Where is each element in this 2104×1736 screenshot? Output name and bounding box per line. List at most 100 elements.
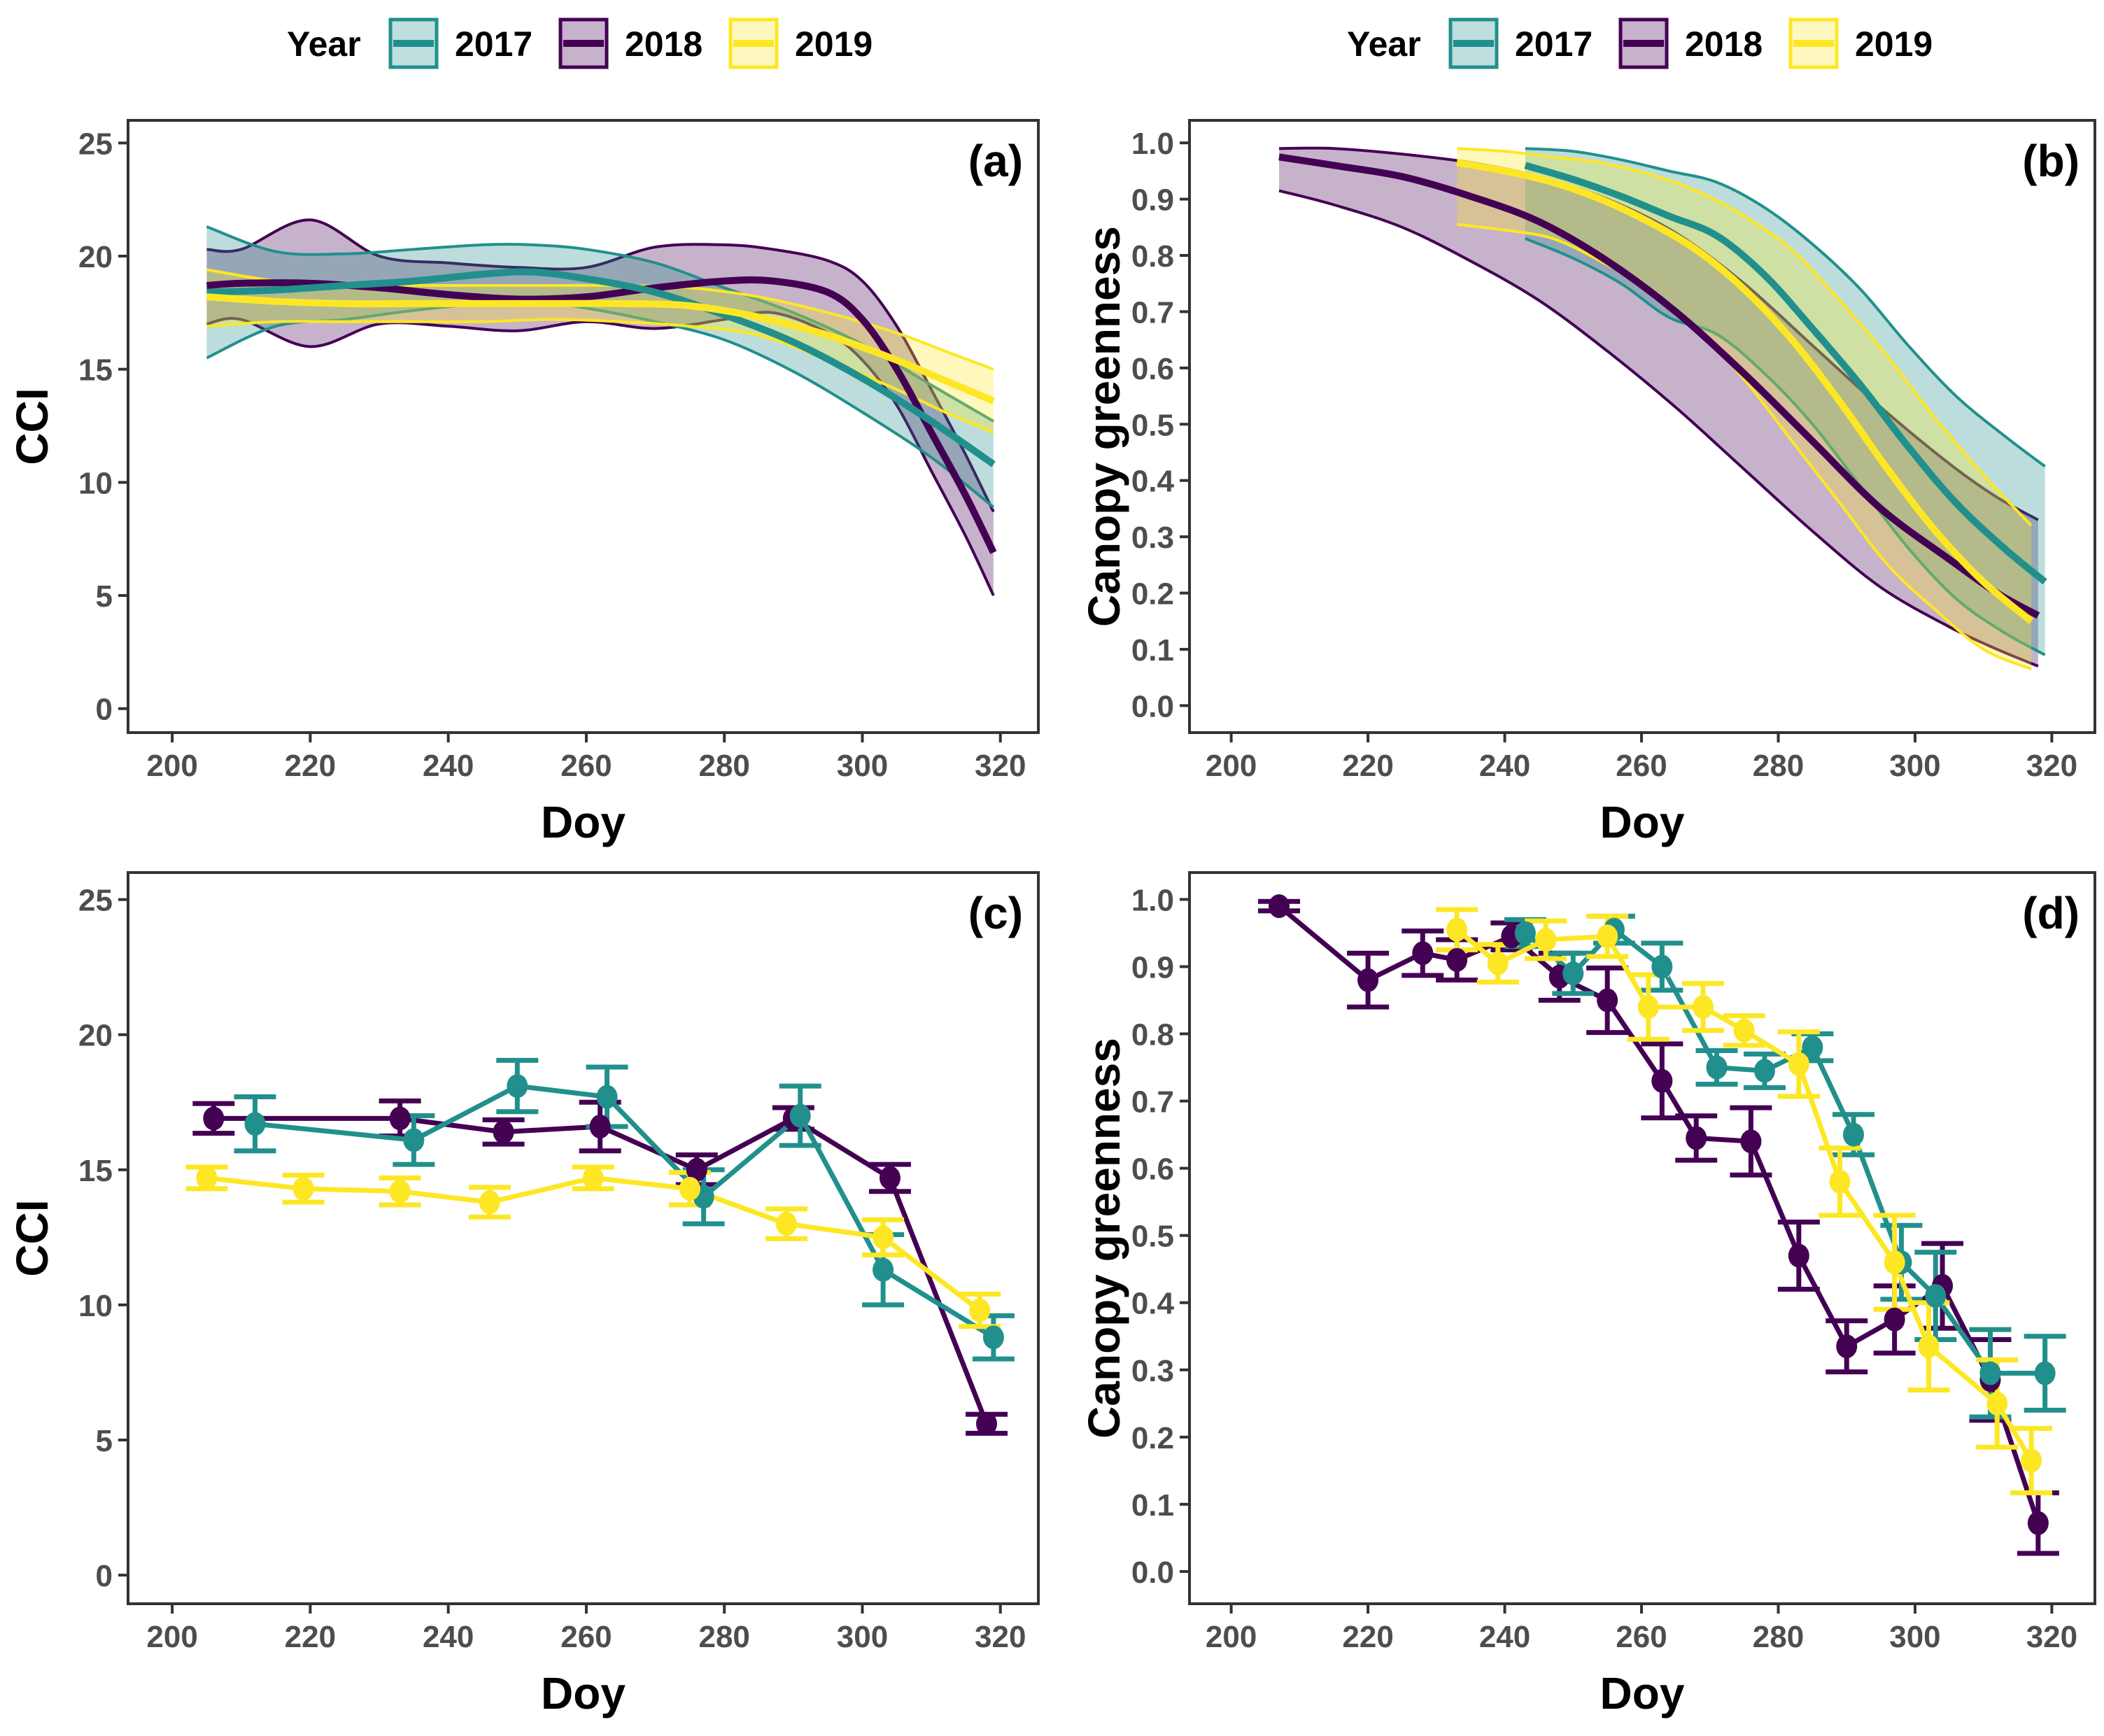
y-tick-label: 0.0 xyxy=(1131,1555,1174,1590)
data-point-2019 xyxy=(1884,1250,1905,1275)
band-upper-2019 xyxy=(1457,147,2033,527)
y-tick-label: 0.3 xyxy=(1131,1354,1174,1388)
legend-top-right: Year 2017 2018 2019 xyxy=(1347,17,1933,69)
y-tick-label: 0 xyxy=(96,693,113,727)
legend-key-2018 xyxy=(1618,17,1669,69)
band-lower-2017 xyxy=(1525,237,2046,656)
y-tick-label: 0.5 xyxy=(1131,408,1174,442)
data-point-2017 xyxy=(1979,1361,2001,1385)
y-axis-title: Canopy greenness xyxy=(1079,226,1129,627)
series-line-2019 xyxy=(206,1175,982,1313)
legend-label-2019: 2019 xyxy=(795,24,873,64)
y-tick-label: 0.3 xyxy=(1131,521,1174,555)
confidence-band-2017 xyxy=(206,226,994,507)
x-tick-label: 260 xyxy=(560,1620,612,1654)
data-point-2019 xyxy=(1487,951,1509,975)
data-point-2019 xyxy=(1535,928,1557,952)
y-tick-label: 0.5 xyxy=(1131,1220,1174,1254)
data-point-2017 xyxy=(1651,954,1673,979)
data-point-2018 xyxy=(1686,1126,1707,1150)
plot-area xyxy=(185,1057,1015,1436)
y-tick-label: 15 xyxy=(78,353,113,388)
y-tick-label: 0.8 xyxy=(1131,239,1174,274)
data-point-2018 xyxy=(1446,947,1468,972)
y-axis-title: Canopy greenness xyxy=(1079,1038,1129,1439)
data-point-2018 xyxy=(1836,1334,1858,1359)
data-point-2017 xyxy=(1562,961,1584,986)
x-tick-label: 240 xyxy=(1479,749,1530,783)
data-point-2018 xyxy=(686,1157,707,1182)
y-tick-label: 25 xyxy=(78,884,113,918)
legend-key-2019 xyxy=(1788,17,1839,69)
panel-b: 200 220 240 260 280 300 320 0.0 0.1 0.2 0.3 0.4 0.5 0… xyxy=(1079,119,2096,847)
y-tick-label: 1.0 xyxy=(1131,127,1174,161)
data-point-2018 xyxy=(1884,1307,1905,1332)
y-tick-label: 0.9 xyxy=(1131,183,1174,218)
x-tick-label: 200 xyxy=(146,1620,197,1654)
data-point-2019 xyxy=(873,1225,894,1250)
x-tick-label: 320 xyxy=(2026,749,2077,783)
data-point-2018 xyxy=(2027,1511,2049,1535)
data-point-2017 xyxy=(982,1325,1004,1350)
x-tick-label: 280 xyxy=(698,749,749,783)
data-point-2018 xyxy=(879,1166,901,1190)
legend-title: Year xyxy=(1347,24,1421,64)
plot-area xyxy=(1278,146,2047,670)
x-tick-label: 300 xyxy=(837,1620,888,1654)
panel-border xyxy=(1188,871,2096,1605)
y-tick-label: 20 xyxy=(78,240,113,274)
data-point-2017 xyxy=(244,1112,266,1136)
band-upper-2017 xyxy=(1525,147,2046,468)
x-tick-label: 220 xyxy=(285,1620,336,1654)
x-tick-label: 260 xyxy=(560,749,612,783)
plot-area xyxy=(206,218,997,596)
y-tick-label: 25 xyxy=(78,127,113,161)
y-tick-label: 10 xyxy=(78,466,113,500)
confidence-band-2017 xyxy=(1525,148,2045,656)
data-point-2019 xyxy=(1788,1052,1809,1076)
y-tick-label: 5 xyxy=(96,1424,113,1458)
data-point-2019 xyxy=(679,1176,700,1201)
data-point-2017 xyxy=(1925,1284,1947,1308)
x-axis-title: Doy xyxy=(1600,797,1685,847)
panel-border xyxy=(127,119,1040,734)
data-point-2017 xyxy=(1802,1035,1823,1059)
y-tick-label: 0 xyxy=(96,1559,113,1593)
x-tick-label: 320 xyxy=(975,1620,1026,1654)
x-tick-label: 260 xyxy=(1616,1620,1667,1654)
x-tick-label: 220 xyxy=(1342,1620,1393,1654)
data-point-2018 xyxy=(1269,894,1290,919)
panel-d: 200 220 240 260 280 300 320 0.0 0.1 0.2 0.3 0.4 0.5 0… xyxy=(1079,871,2096,1719)
series-line-2018 xyxy=(213,1115,989,1425)
x-tick-label: 200 xyxy=(1206,1620,1257,1654)
x-tick-label: 280 xyxy=(1753,749,1804,783)
data-point-2017 xyxy=(1706,1055,1728,1080)
y-tick-label: 0.4 xyxy=(1131,465,1175,499)
y-tick-label: 5 xyxy=(96,579,113,614)
data-point-2018 xyxy=(589,1115,611,1139)
data-point-2019 xyxy=(1637,995,1659,1019)
band-lower-2019 xyxy=(1456,223,2032,670)
data-point-2017 xyxy=(403,1128,425,1152)
y-tick-label: 20 xyxy=(78,1019,113,1053)
x-tick-label: 260 xyxy=(1616,749,1667,783)
legend-key-2019 xyxy=(728,17,779,69)
data-point-2019 xyxy=(1733,1018,1755,1043)
legend-title: Year xyxy=(287,24,361,64)
fit-line-2019 xyxy=(206,293,995,404)
series-line-2018 xyxy=(1277,904,2041,1524)
panel-label: (b) xyxy=(2022,136,2080,186)
panel-label: (c) xyxy=(968,888,1023,938)
band-lower-2017 xyxy=(206,299,995,509)
y-tick-label: 0.2 xyxy=(1131,577,1174,612)
data-point-2018 xyxy=(1788,1243,1809,1268)
legend-label-2018: 2018 xyxy=(625,24,702,64)
data-point-2019 xyxy=(1986,1391,2008,1416)
legend-label-2017: 2017 xyxy=(455,24,532,64)
band-lower-2018 xyxy=(1278,189,2039,668)
x-tick-label: 200 xyxy=(1206,749,1257,783)
legend-label-2018: 2018 xyxy=(1685,24,1763,64)
y-tick-label: 0.9 xyxy=(1131,950,1174,985)
data-point-2017 xyxy=(507,1074,528,1099)
data-point-2017 xyxy=(596,1085,618,1109)
